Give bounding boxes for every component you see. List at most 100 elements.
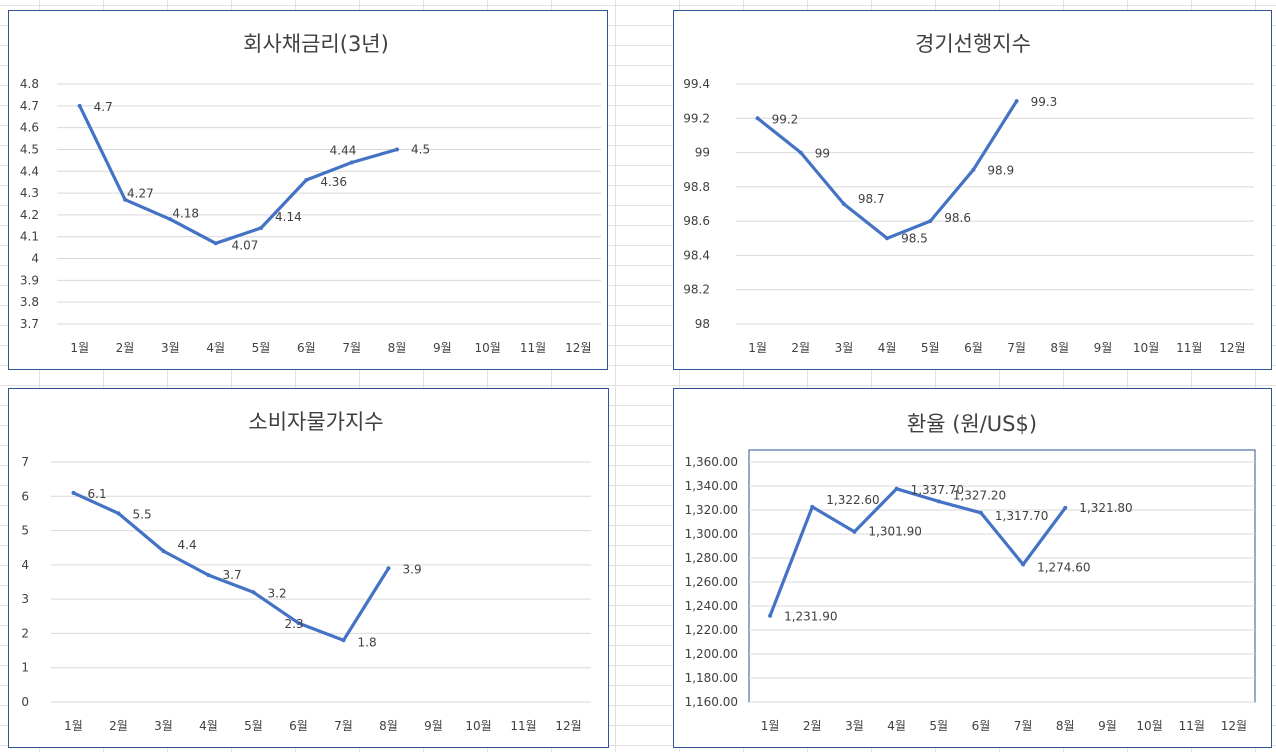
y-tick-label: 4.4 (20, 164, 39, 178)
data-point[interactable] (206, 573, 211, 578)
x-tick-label: 9월 (424, 719, 443, 733)
series-line (768, 487, 1067, 618)
data-point[interactable] (168, 217, 173, 222)
data-label: 98.5 (901, 231, 928, 245)
chart-title: 회사채금리(3년) (243, 32, 389, 56)
data-point[interactable] (936, 499, 941, 504)
y-tick-label: 1 (21, 661, 29, 675)
data-label: 1.8 (358, 635, 377, 649)
chart-corporate-bond-rate[interactable]: 회사채금리(3년) 4.8 4.7 4.6 4.5 4.4 4.3 4.2 4.1 4 3.9 3.8… (8, 10, 608, 370)
x-tick-label: 10월 (1133, 341, 1159, 355)
x-tick-label: 5월 (921, 341, 940, 355)
data-point[interactable] (885, 236, 890, 241)
x-tick-label: 2월 (791, 341, 810, 355)
data-point[interactable] (395, 147, 399, 152)
data-point[interactable] (341, 638, 346, 643)
chart-svg: 소비자물가지수 7 6 5 4 3 2 1 0 1월 2월 3월 4월 5월 6월 7월 8월 9월 10월 11월 1… (21, 410, 591, 733)
chart-svg: 회사채금리(3년)4.84.74.64.54.44.34.24.143.93.8… (20, 32, 601, 355)
data-point[interactable] (116, 511, 121, 516)
data-label: 4.14 (275, 210, 302, 224)
data-label: 99 (815, 147, 830, 161)
data-point[interactable] (251, 590, 256, 595)
x-tick-label: 1월 (70, 341, 89, 355)
chart-consumer-price-index[interactable]: 소비자물가지수 7 6 5 4 3 2 1 0 1월 2월 3월 4월 5월 6월 7월 8월 9월 10월 11월 1… (8, 388, 609, 748)
y-tick-label: 1,160.00 (685, 695, 738, 709)
data-point[interactable] (1063, 505, 1068, 510)
data-point[interactable] (798, 150, 803, 155)
data-label: 1,322.60 (826, 493, 879, 507)
y-tick-label: 99.2 (683, 111, 710, 125)
series-line (71, 491, 391, 642)
data-point[interactable] (1021, 562, 1026, 567)
data-label: 1,321.80 (1079, 501, 1132, 515)
chart-title: 경기선행지수 (915, 32, 1031, 56)
data-point[interactable] (755, 116, 760, 121)
data-label: 4.36 (320, 175, 347, 189)
data-point[interactable] (304, 178, 309, 182)
x-tick-label: 6월 (289, 719, 308, 733)
x-tick-label: 7월 (1014, 719, 1033, 733)
data-point[interactable] (978, 510, 983, 515)
data-point[interactable] (123, 197, 127, 202)
data-label: 1,337.70 (911, 483, 964, 497)
y-tick-label: 4.2 (20, 208, 39, 222)
chart-svg: 경기선행지수 99.4 99.2 99 98.8 98.6 98.4 98.2 98 1월 2월 3월… (683, 32, 1254, 355)
data-point[interactable] (928, 219, 933, 224)
data-label: 4.18 (172, 206, 199, 220)
y-tick-label: 1,200.00 (685, 647, 738, 661)
x-tick-label: 2월 (116, 341, 135, 355)
data-point[interactable] (810, 504, 815, 509)
y-tick-label: 5 (21, 524, 29, 538)
x-tick-label: 4월 (199, 719, 218, 733)
data-point[interactable] (71, 490, 76, 495)
data-label: 5.5 (133, 507, 152, 521)
y-tick-label: 4.7 (20, 99, 39, 113)
y-tick-label: 4.8 (20, 77, 39, 91)
chart-svg: 환율 (원/US$) 1,360.00 1,340.00 1,320.00 1,300.… (685, 412, 1256, 733)
y-tick-label: 4.5 (20, 142, 39, 156)
x-tick-label: 4월 (878, 341, 897, 355)
data-label: 1,327.20 (953, 488, 1006, 502)
y-tick-label: 99.4 (683, 77, 710, 91)
data-point[interactable] (386, 566, 391, 571)
data-point[interactable] (349, 160, 354, 165)
y-tick-label: 1,300.00 (685, 527, 738, 541)
series-line (78, 104, 399, 245)
data-point[interactable] (894, 486, 899, 491)
data-label: 4.27 (127, 187, 154, 201)
x-tick-label: 5월 (252, 341, 271, 355)
data-label: 98.6 (944, 211, 971, 225)
data-label: 4.4 (178, 538, 197, 552)
data-point[interactable] (259, 226, 263, 230)
data-point[interactable] (161, 549, 166, 554)
data-point[interactable] (77, 103, 82, 108)
data-point[interactable] (971, 167, 976, 172)
y-tick-label: 4.1 (20, 230, 39, 244)
data-point[interactable] (213, 241, 218, 246)
chart-exchange-rate[interactable]: 환율 (원/US$) 1,360.00 1,340.00 1,320.00 1,300.… (673, 388, 1272, 748)
data-label: 1,317.70 (995, 509, 1048, 523)
chart-title: 환율 (원/US$) (907, 412, 1037, 436)
data-label: 3.2 (268, 586, 287, 600)
x-tick-label: 10월 (465, 719, 491, 733)
data-point[interactable] (841, 202, 846, 206)
data-label: 6.1 (88, 487, 107, 501)
data-label: 3.9 (403, 562, 422, 576)
y-tick-label: 1,260.00 (685, 575, 738, 589)
data-label: 98.7 (858, 192, 885, 206)
y-tick-label: 1,240.00 (685, 599, 738, 613)
y-tick-label: 6 (21, 489, 29, 503)
data-point[interactable] (852, 529, 857, 534)
data-point[interactable] (296, 621, 301, 626)
x-tick-label: 3월 (845, 719, 864, 733)
x-tick-label: 9월 (1094, 341, 1113, 355)
x-tick-label: 8월 (1050, 341, 1069, 355)
chart-leading-index[interactable]: 경기선행지수 99.4 99.2 99 98.8 98.6 98.4 98.2 98 1월 2월 3월… (673, 10, 1272, 370)
x-tick-label: 11월 (1179, 719, 1205, 733)
x-tick-label: 7월 (1007, 341, 1026, 355)
data-point[interactable] (768, 613, 773, 618)
x-tick-label: 3월 (835, 341, 854, 355)
data-label: 4.07 (232, 238, 259, 252)
data-point[interactable] (1014, 99, 1019, 104)
data-label: 4.5 (411, 142, 430, 156)
